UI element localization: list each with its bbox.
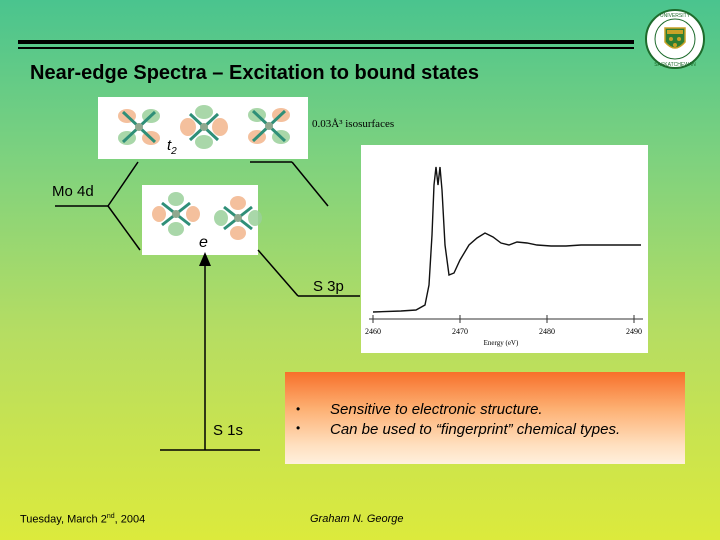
x-tick-label: 2460 — [365, 327, 381, 336]
t2-label-main: t — [167, 137, 172, 154]
bullet-glyph: • — [296, 402, 301, 416]
mo4d-label: Mo 4d — [52, 183, 94, 200]
footer-date-sup: nd — [106, 513, 115, 520]
isosurface-note: 0.03Å³ isosurfaces — [312, 118, 395, 130]
orbital-t2-2-icon — [180, 105, 228, 149]
t2-label: t2 — [167, 137, 177, 157]
bullet-item: Can be used to “fingerprint” chemical ty… — [330, 421, 621, 438]
x-tick-label: 2480 — [539, 327, 555, 336]
xas-spectrum-curve — [372, 166, 641, 313]
bullet-glyph: • — [296, 421, 301, 435]
x-tick-label: 2470 — [452, 327, 468, 336]
e-label: e — [199, 234, 208, 251]
svg-text:UNIVERSITY: UNIVERSITY — [660, 13, 691, 19]
footer-date: Tuesday, March 2nd, 2004 — [20, 513, 145, 526]
s3p-label: S 3p — [313, 278, 344, 295]
s1s-label: S 1s — [213, 422, 244, 439]
university-logo: UNIVERSITY SASKATCHEWAN — [645, 9, 705, 69]
t2-label-sub: 2 — [171, 146, 177, 157]
orbital-e-1-icon — [152, 192, 200, 236]
footer-date-main: Tuesday, March 2 — [20, 513, 107, 526]
x-tick-label: 2490 — [626, 327, 642, 336]
footer-author: Graham N. George — [310, 513, 404, 525]
callout-box — [285, 372, 685, 464]
svg-text:SASKATCHEWAN: SASKATCHEWAN — [654, 62, 696, 68]
xas-spectrum-plot: 2460 2470 2480 2490 Energy (eV) — [365, 166, 643, 347]
xas-spectrum-panel: 2460 2470 2480 2490 Energy (eV) — [361, 145, 648, 353]
title-rule-thick — [18, 40, 634, 44]
slide-title: Near-edge Spectra – Excitation to bound … — [30, 62, 479, 84]
orbital-e-2-icon — [214, 196, 262, 240]
orbital-t2-3-icon — [248, 108, 290, 144]
x-axis-label: Energy (eV) — [484, 339, 519, 347]
title-rule-thin — [18, 47, 634, 49]
bullet-item: Sensitive to electronic structure. — [330, 401, 543, 418]
orbital-t2-1-icon — [118, 109, 160, 145]
footer-date-tail: , 2004 — [114, 513, 146, 526]
